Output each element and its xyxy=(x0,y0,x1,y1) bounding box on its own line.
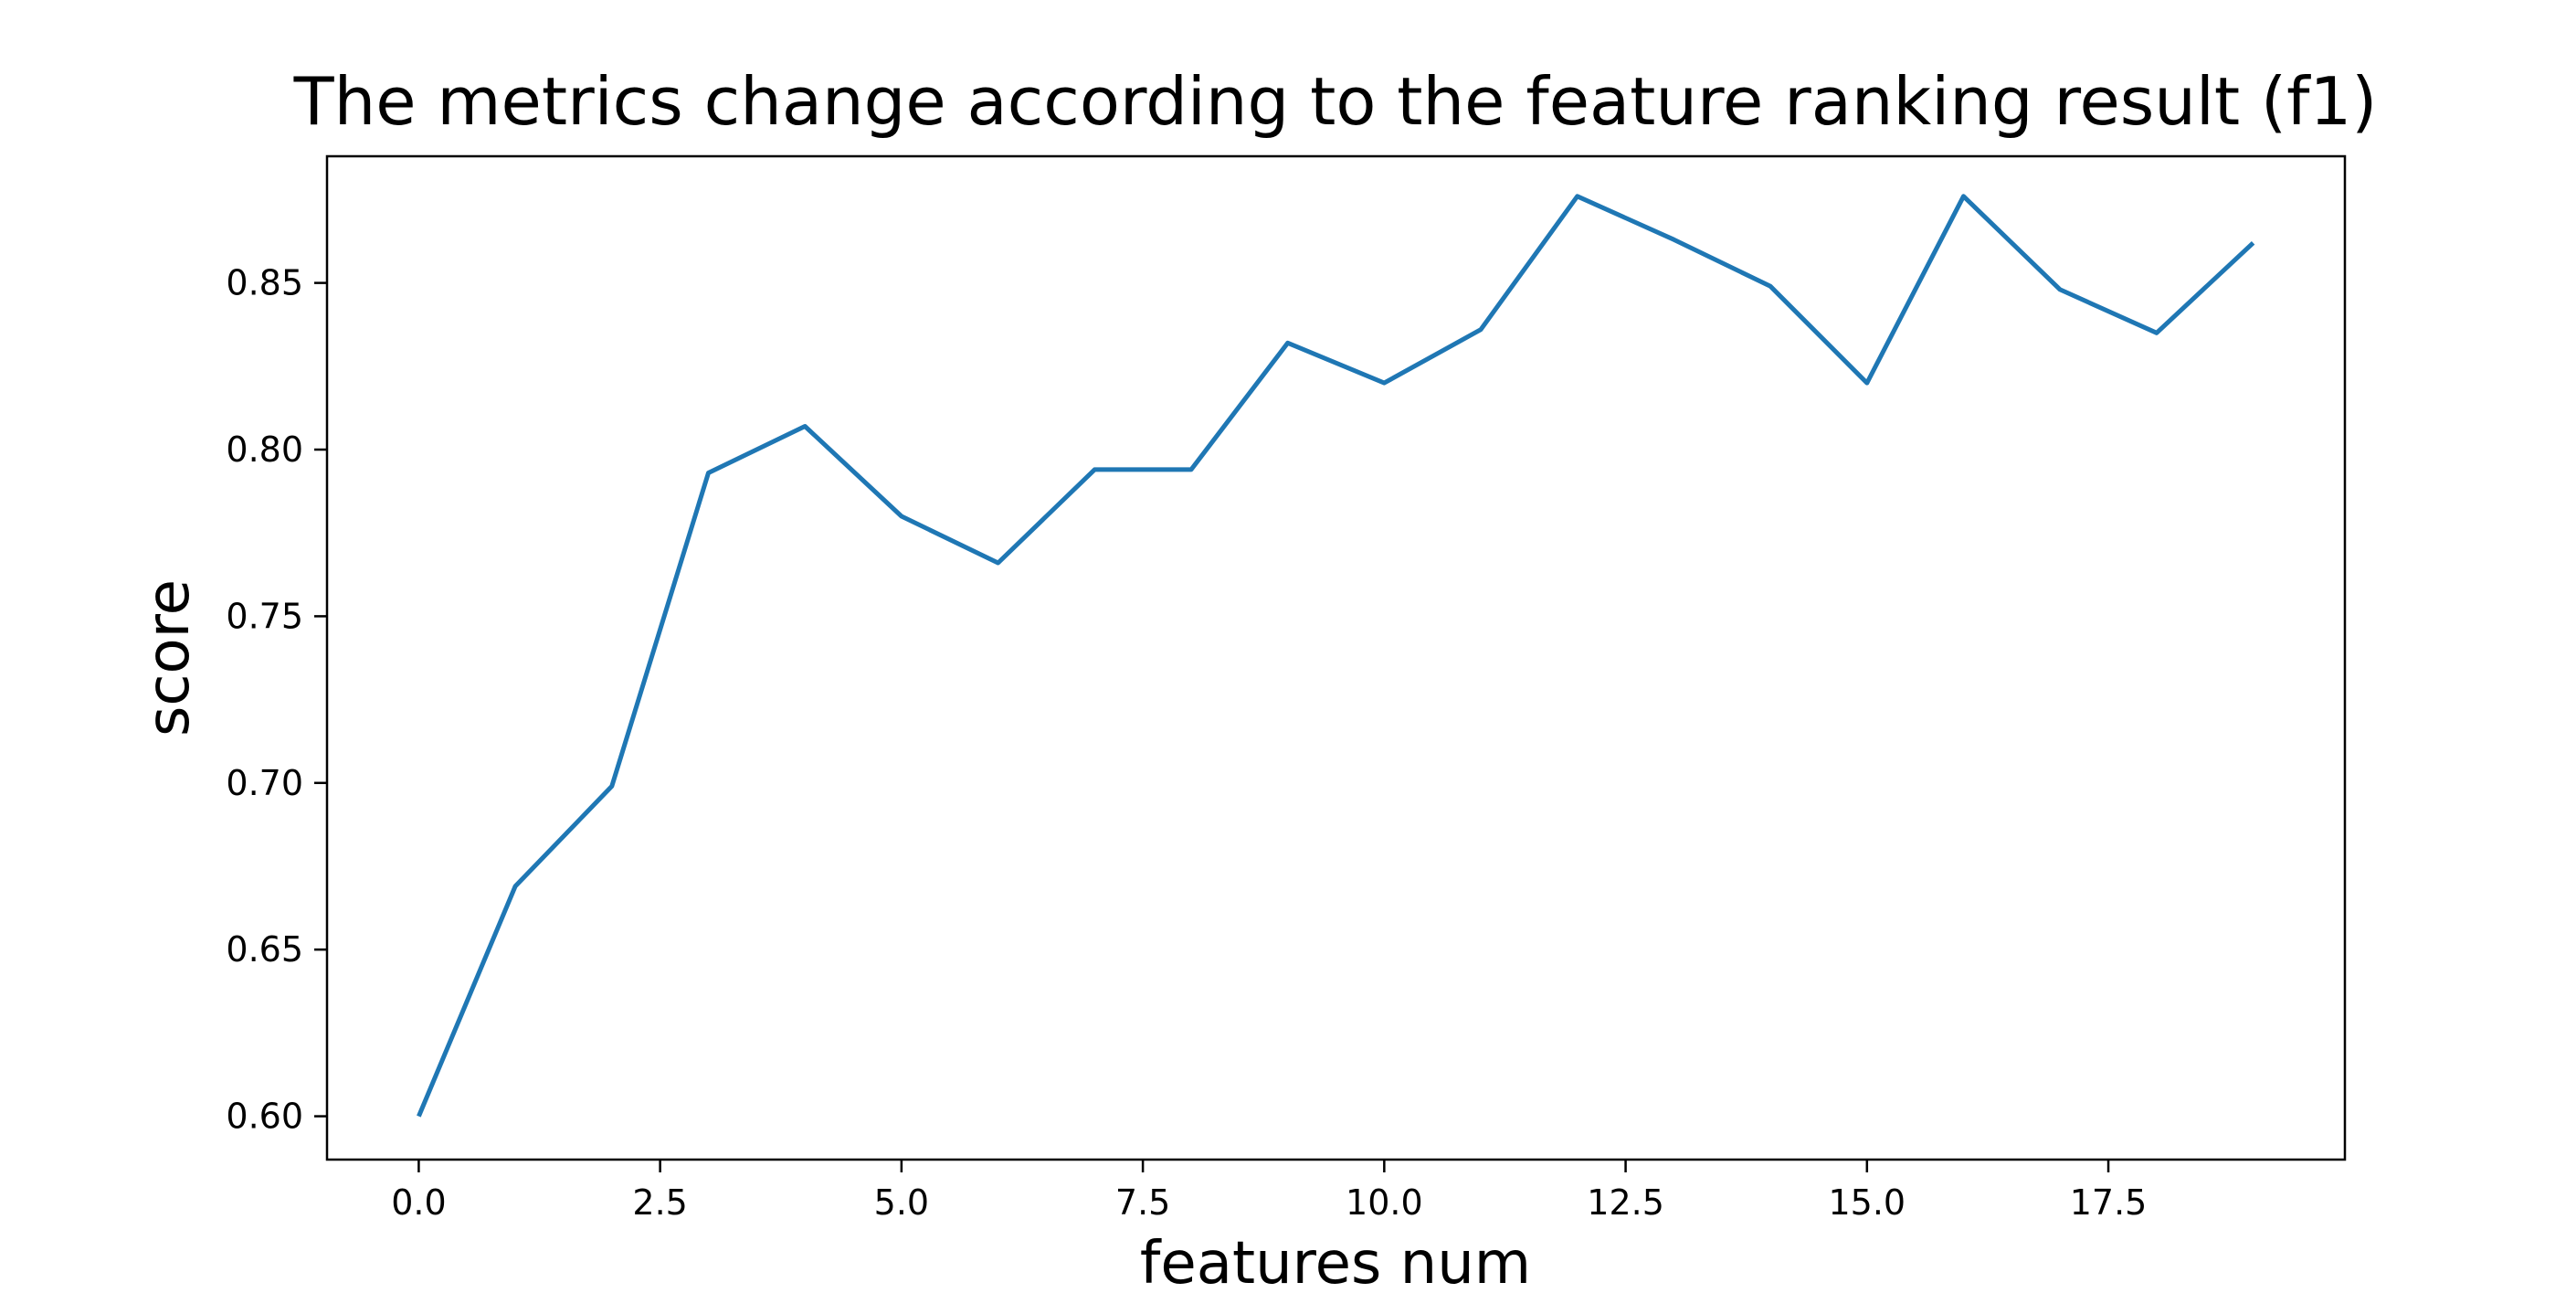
data-point xyxy=(1285,341,1290,345)
x-tick-label: 2.5 xyxy=(632,1182,687,1223)
y-tick-label: 0.75 xyxy=(226,596,303,636)
data-point xyxy=(513,884,518,888)
data-point xyxy=(1382,381,1387,386)
x-tick-label: 7.5 xyxy=(1115,1182,1170,1223)
series-line-0 xyxy=(417,194,2255,1118)
x-tick-label: 17.5 xyxy=(2070,1182,2148,1223)
series-layer xyxy=(417,194,2255,1118)
data-point xyxy=(1864,381,1869,386)
x-tick-label: 15.0 xyxy=(1829,1182,1906,1223)
data-point xyxy=(1188,467,1193,472)
x-tick-label: 12.5 xyxy=(1587,1182,1664,1223)
y-tick-label: 0.70 xyxy=(226,763,303,803)
data-point xyxy=(899,514,903,518)
x-tick-label: 0.0 xyxy=(391,1182,446,1223)
data-point xyxy=(417,1114,421,1118)
data-point xyxy=(996,561,1000,566)
x-tick-label: 10.0 xyxy=(1346,1182,1423,1223)
y-tick-label: 0.65 xyxy=(226,929,303,970)
data-point xyxy=(1961,194,1966,198)
y-tick-label: 0.80 xyxy=(226,429,303,470)
data-point xyxy=(1768,284,1773,289)
data-point xyxy=(2251,240,2255,245)
x-axis-label: features num xyxy=(1140,1230,1531,1288)
y-axis-ticks: 0.60 0.65 0.70 0.75 0.80 0.85 xyxy=(226,263,327,1137)
y-tick-label: 0.85 xyxy=(226,263,303,303)
x-axis-ticks: 0.0 2.5 5.0 7.5 10.0 12.5 15.0 17.5 xyxy=(391,1160,2147,1223)
data-point xyxy=(2154,331,2159,335)
y-tick-label: 0.60 xyxy=(226,1097,303,1137)
data-point xyxy=(609,784,614,789)
data-point xyxy=(1575,194,1579,198)
data-point xyxy=(1479,327,1483,332)
data-point xyxy=(1093,467,1097,472)
plot-area-frame xyxy=(325,154,2347,1161)
x-tick-label: 5.0 xyxy=(874,1182,929,1223)
chart-title: The metrics change according to the feat… xyxy=(293,63,2378,140)
data-point xyxy=(706,471,711,475)
y-axis-label: score xyxy=(135,579,203,737)
data-point xyxy=(2058,287,2063,291)
data-point xyxy=(803,424,808,429)
data-point xyxy=(1672,238,1676,242)
